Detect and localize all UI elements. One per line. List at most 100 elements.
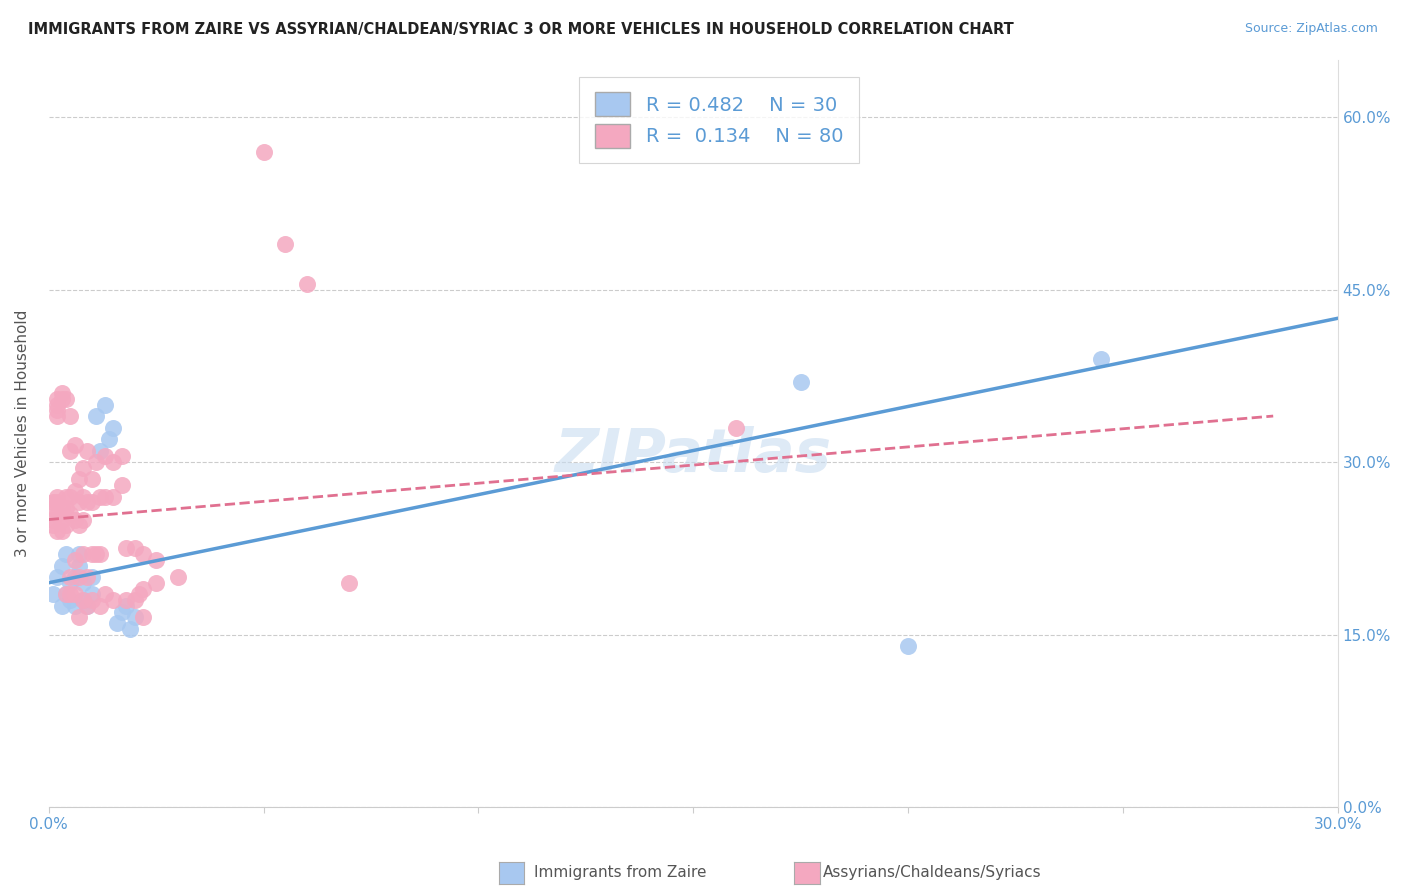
Text: IMMIGRANTS FROM ZAIRE VS ASSYRIAN/CHALDEAN/SYRIAC 3 OR MORE VEHICLES IN HOUSEHOL: IMMIGRANTS FROM ZAIRE VS ASSYRIAN/CHALDE… — [28, 22, 1014, 37]
Point — [120, 622, 142, 636]
Point — [145, 553, 167, 567]
Point — [63, 438, 86, 452]
Point — [76, 599, 98, 613]
Point — [897, 639, 920, 653]
Point — [72, 547, 94, 561]
Point — [145, 575, 167, 590]
Point — [339, 575, 361, 590]
Point — [59, 575, 82, 590]
Point — [51, 386, 73, 401]
Point — [63, 570, 86, 584]
Point — [274, 236, 297, 251]
Point — [132, 547, 155, 561]
Point — [84, 547, 107, 561]
Point — [59, 593, 82, 607]
Point — [111, 450, 134, 464]
Text: Immigrants from Zaire: Immigrants from Zaire — [534, 865, 707, 880]
Point — [42, 501, 65, 516]
Point — [42, 518, 65, 533]
Point — [80, 593, 103, 607]
Point — [55, 501, 77, 516]
Point — [93, 398, 115, 412]
Point — [84, 409, 107, 423]
Point — [84, 455, 107, 469]
Point — [97, 432, 120, 446]
Point — [59, 409, 82, 423]
Text: Assyrians/Chaldeans/Syriacs: Assyrians/Chaldeans/Syriacs — [823, 865, 1040, 880]
Point — [295, 277, 318, 291]
Point — [93, 490, 115, 504]
Point — [252, 145, 274, 159]
Point — [46, 398, 69, 412]
Point — [51, 558, 73, 573]
Point — [46, 570, 69, 584]
Point — [46, 507, 69, 521]
Point — [42, 512, 65, 526]
Point — [51, 392, 73, 406]
Point — [63, 512, 86, 526]
Point — [42, 587, 65, 601]
Point — [42, 495, 65, 509]
Point — [115, 593, 138, 607]
Point — [67, 547, 90, 561]
Point — [55, 587, 77, 601]
Point — [46, 490, 69, 504]
Point — [111, 478, 134, 492]
Point — [1090, 351, 1112, 366]
Point — [93, 587, 115, 601]
Point — [132, 582, 155, 596]
Point — [51, 524, 73, 538]
Point — [107, 615, 129, 630]
Point — [67, 495, 90, 509]
Point — [55, 392, 77, 406]
Point — [72, 575, 94, 590]
Point — [111, 605, 134, 619]
Point — [63, 587, 86, 601]
Point — [59, 507, 82, 521]
Point — [67, 558, 90, 573]
Point — [55, 587, 77, 601]
Point — [115, 599, 138, 613]
Point — [124, 610, 146, 624]
Point — [89, 599, 111, 613]
Point — [51, 512, 73, 526]
Point — [103, 455, 125, 469]
Point — [124, 593, 146, 607]
Point — [67, 570, 90, 584]
Point — [55, 518, 77, 533]
Point — [80, 570, 103, 584]
Point — [89, 443, 111, 458]
Point — [72, 460, 94, 475]
Point — [55, 490, 77, 504]
Point — [46, 392, 69, 406]
Point — [115, 541, 138, 556]
Point — [55, 547, 77, 561]
Point — [76, 443, 98, 458]
Point — [89, 547, 111, 561]
Point — [63, 483, 86, 498]
Point — [46, 524, 69, 538]
Point — [93, 450, 115, 464]
Point — [124, 541, 146, 556]
Point — [72, 593, 94, 607]
Y-axis label: 3 or more Vehicles in Household: 3 or more Vehicles in Household — [15, 310, 30, 557]
Point — [51, 501, 73, 516]
Point — [51, 599, 73, 613]
Point — [76, 599, 98, 613]
Point — [46, 495, 69, 509]
Point — [132, 610, 155, 624]
Point — [103, 420, 125, 434]
Point — [72, 512, 94, 526]
Legend: R = 0.482    N = 30, R =  0.134    N = 80: R = 0.482 N = 30, R = 0.134 N = 80 — [579, 77, 859, 163]
Point — [103, 490, 125, 504]
Point — [72, 490, 94, 504]
Point — [128, 587, 150, 601]
Point — [67, 610, 90, 624]
Point — [67, 472, 90, 486]
Point — [725, 420, 748, 434]
Point — [72, 593, 94, 607]
Point — [59, 490, 82, 504]
Point — [46, 403, 69, 417]
Point — [67, 518, 90, 533]
Text: Source: ZipAtlas.com: Source: ZipAtlas.com — [1244, 22, 1378, 36]
